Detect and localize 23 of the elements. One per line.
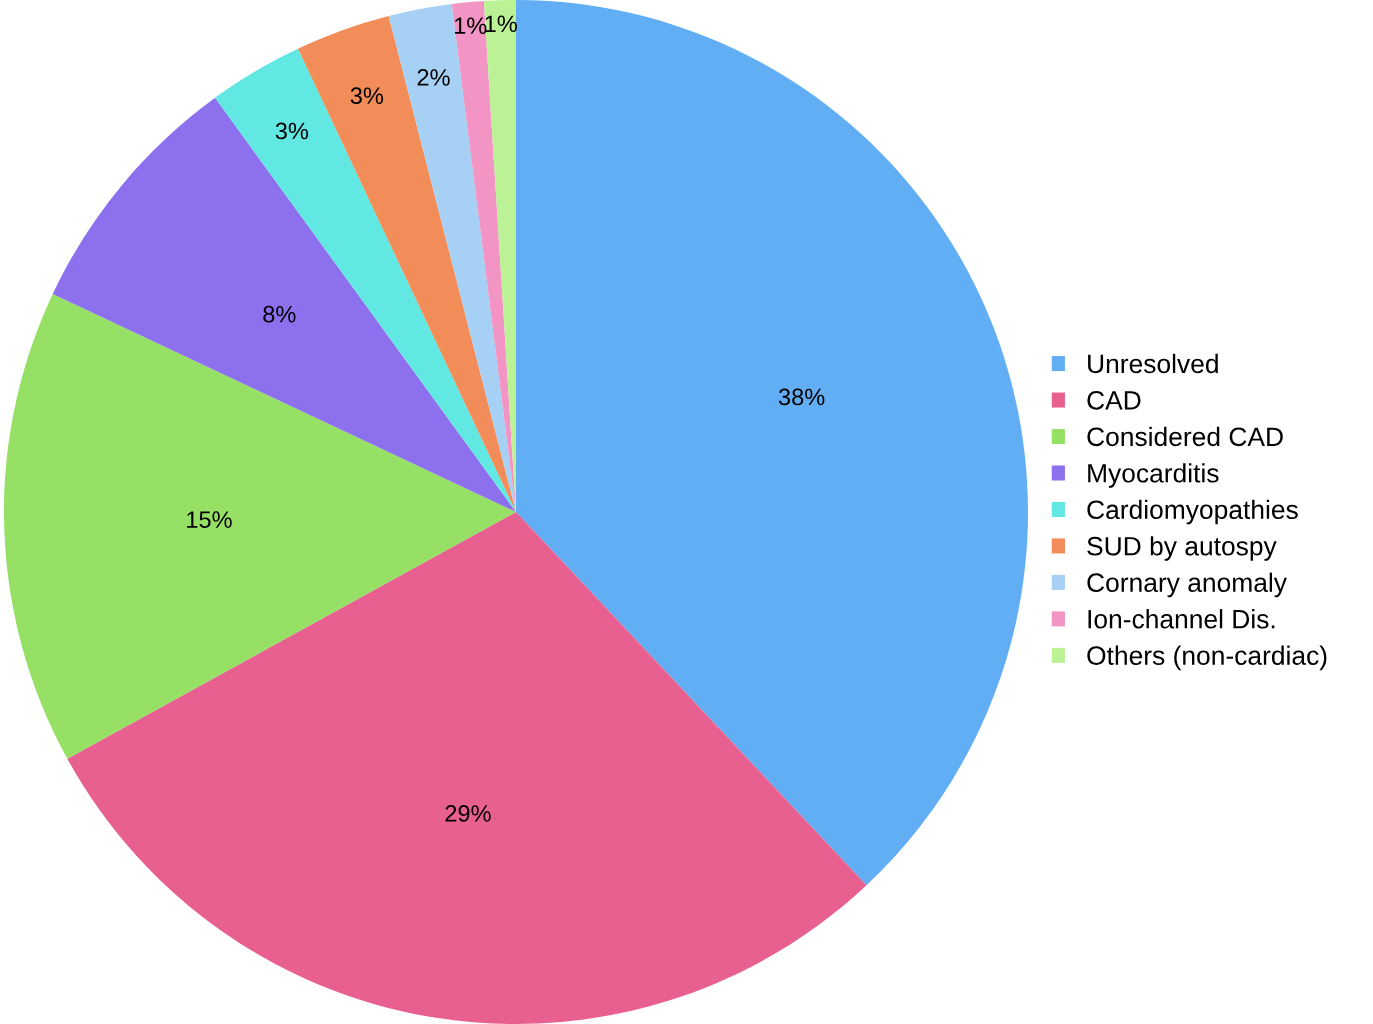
legend-label: Myocarditis — [1088, 463, 1219, 488]
pie-slice — [215, 48, 516, 512]
data-label: 1% — [485, 15, 517, 33]
legend-label: Unresolved — [1088, 353, 1218, 374]
pie-slice — [516, 0, 1028, 886]
pie-slice — [4, 294, 516, 759]
data-label: 1% — [454, 17, 487, 34]
data-label: 2% — [417, 69, 450, 86]
legend-label: Cornary anomaly — [1087, 572, 1287, 598]
data-label: 8% — [263, 305, 296, 323]
data-label: 38% — [778, 388, 825, 406]
pie-slice — [388, 4, 516, 512]
legend-label: CAD — [1087, 390, 1141, 410]
legend-label: Others (non-cardiac) — [1087, 645, 1327, 671]
data-label: 3% — [350, 87, 384, 105]
legend-label: Cardiomyopathies — [1087, 499, 1298, 525]
data-label: 3% — [275, 122, 309, 140]
legend-label: SUD by autospy — [1087, 536, 1277, 561]
data-label: 29% — [445, 805, 491, 822]
legend-label: Considered CAD — [1087, 426, 1283, 447]
data-label: 15% — [187, 511, 232, 528]
pie-slice — [67, 512, 867, 1024]
legend-label: Ion-channel Dis. — [1088, 609, 1275, 629]
